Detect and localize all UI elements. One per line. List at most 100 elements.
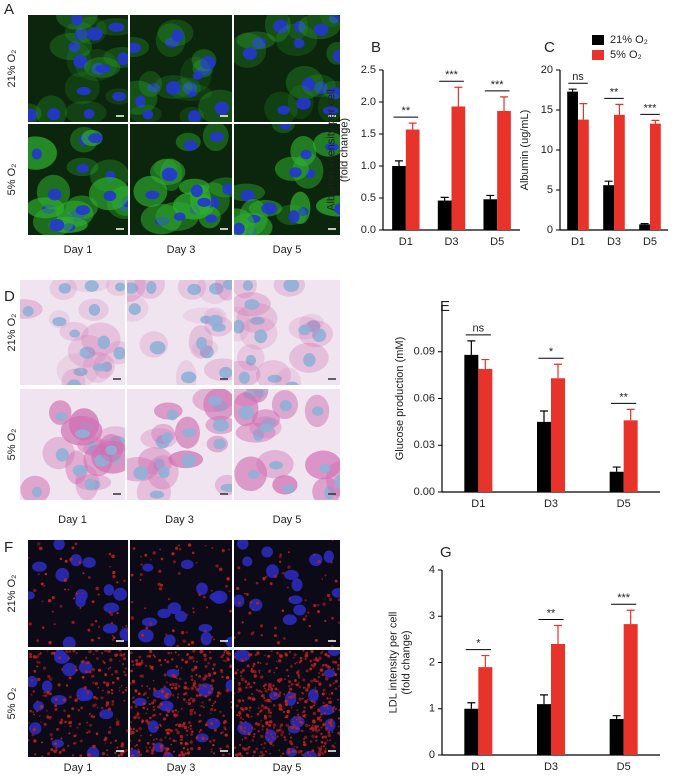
lipid-dot xyxy=(192,708,195,711)
lipid-dot xyxy=(322,688,326,692)
lipid-dot xyxy=(270,696,273,699)
lipid-dot xyxy=(53,623,56,626)
lipid-dot xyxy=(138,662,142,666)
nucleus xyxy=(105,445,118,456)
lipid-dot xyxy=(265,736,268,739)
nucleus xyxy=(80,689,94,701)
nucleus xyxy=(245,354,257,366)
lipid-dot xyxy=(257,730,260,733)
lipid-dot xyxy=(92,715,96,719)
lipid-dot xyxy=(204,723,208,727)
lipid-dot xyxy=(323,712,326,715)
lipid-dot xyxy=(292,720,295,723)
lipid-dot xyxy=(314,727,318,731)
lipid-dot xyxy=(109,612,114,617)
lipid-dot xyxy=(223,650,228,652)
error-bar xyxy=(481,654,490,668)
lipid-dot xyxy=(148,702,151,706)
lipid-dot xyxy=(268,721,271,723)
nucleus xyxy=(279,124,292,130)
lipid-dot xyxy=(315,658,318,662)
nucleus xyxy=(76,163,89,173)
lipid-dot xyxy=(180,738,183,742)
bar xyxy=(405,129,420,230)
lipid-dot xyxy=(63,588,67,591)
lipid-dot xyxy=(30,679,34,682)
lipid-dot xyxy=(33,588,37,593)
lipid-dot xyxy=(260,719,262,722)
col-label: Day 1 xyxy=(64,762,93,774)
bar xyxy=(650,123,661,230)
lipid-dot xyxy=(304,716,307,719)
lipid-dot xyxy=(125,729,128,733)
lipid-dot xyxy=(114,653,118,658)
lipid-dot xyxy=(279,755,282,757)
y-tick-label: 3 xyxy=(429,610,435,622)
lipid-dot xyxy=(337,725,340,728)
nucleus xyxy=(187,283,202,295)
nucleus xyxy=(291,578,303,592)
lipid-dot xyxy=(49,677,53,681)
lipid-dot xyxy=(140,659,143,662)
lipid-dot xyxy=(195,561,198,564)
y-tick-label: 15 xyxy=(541,104,553,116)
error-bar xyxy=(467,340,476,355)
lipid-dot xyxy=(255,581,259,585)
lipid-dot xyxy=(306,685,311,689)
lipid-dot xyxy=(75,668,78,672)
bar xyxy=(451,106,466,230)
lipid-dot xyxy=(195,673,198,676)
lipid-dot xyxy=(62,698,66,702)
lipid-dot xyxy=(51,596,55,600)
lipid-dot xyxy=(277,694,281,698)
lipid-dot xyxy=(330,644,334,647)
lipid-dot xyxy=(313,662,317,666)
micrograph xyxy=(130,15,232,122)
lipid-dot xyxy=(151,701,155,705)
lipid-dot xyxy=(116,722,120,726)
lipid-dot xyxy=(314,725,318,729)
lipid-dot xyxy=(246,714,250,718)
micrograph xyxy=(127,280,232,385)
nucleus xyxy=(222,280,232,290)
lipid-dot xyxy=(111,638,115,642)
lipid-dot xyxy=(239,674,243,678)
error-bar xyxy=(440,196,449,201)
lipid-dot xyxy=(40,582,44,586)
lipid-dot xyxy=(165,713,169,717)
micrograph xyxy=(127,389,232,500)
micrograph xyxy=(234,650,340,757)
lipid-dot xyxy=(263,741,267,745)
bar xyxy=(551,644,565,755)
nucleus xyxy=(180,559,194,570)
lipid-dot xyxy=(167,651,171,655)
lipid-dot xyxy=(304,599,307,602)
lipid-dot xyxy=(295,718,298,721)
lipid-dot xyxy=(43,694,48,698)
lipid-dot xyxy=(247,682,251,685)
lipid-dot xyxy=(271,736,274,740)
lipid-dot xyxy=(189,655,192,659)
nucleus xyxy=(28,675,38,688)
y-tick-label: 2.0 xyxy=(361,96,376,108)
lipid-dot xyxy=(317,675,321,679)
lipid-dot xyxy=(60,668,64,671)
nucleus xyxy=(138,628,154,643)
lipid-dot xyxy=(33,669,37,673)
panel-label: F xyxy=(4,539,13,556)
y-tick-label: 0.00 xyxy=(414,486,435,498)
nucleus xyxy=(242,556,253,567)
lipid-dot xyxy=(316,716,321,721)
lipid-dot xyxy=(101,689,104,692)
lipid-dot xyxy=(246,684,249,686)
lipid-dot xyxy=(54,751,56,753)
lipid-dot xyxy=(284,678,286,681)
lipid-dot xyxy=(152,687,156,691)
nucleus xyxy=(108,22,125,32)
nucleus xyxy=(240,189,255,202)
lipid-dot xyxy=(100,706,104,710)
micrograph xyxy=(20,280,125,385)
significance: *** xyxy=(491,79,505,91)
nucleus xyxy=(103,190,117,202)
lipid-dot xyxy=(121,626,124,629)
